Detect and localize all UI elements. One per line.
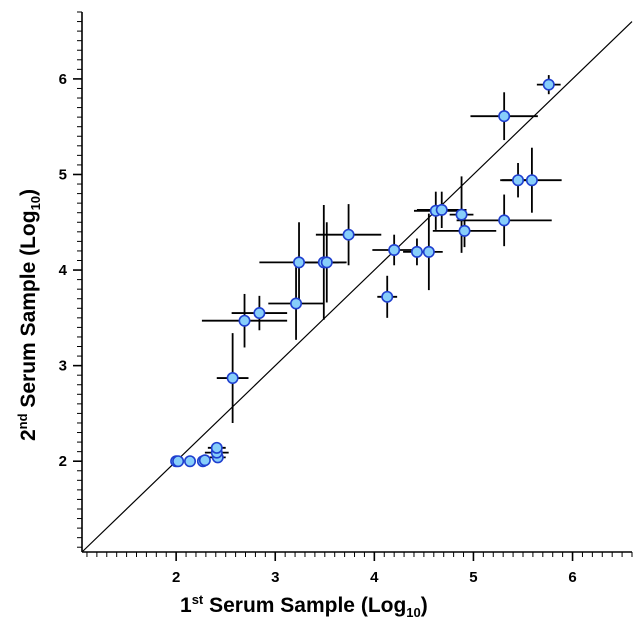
x-axis-title-close: ) xyxy=(420,594,428,617)
data-point xyxy=(290,297,303,310)
data-point xyxy=(435,203,448,216)
y-tick-label: 5 xyxy=(59,166,67,183)
data-point xyxy=(226,372,239,385)
identity-line-layer xyxy=(81,21,633,553)
y-axis-title-ordinal: 2 xyxy=(16,429,40,442)
data-point xyxy=(198,454,211,467)
data-point xyxy=(381,290,394,303)
y-tick-label: 6 xyxy=(59,71,67,88)
x-axis-title: 1st Serum Sample (Log10) xyxy=(180,592,428,620)
data-point xyxy=(498,214,511,227)
data-point xyxy=(512,174,525,187)
identity-line xyxy=(81,21,633,553)
data-point xyxy=(238,314,251,327)
y-axis-title-text: Serum Sample (Log xyxy=(16,210,40,408)
data-point xyxy=(172,455,185,468)
data-point xyxy=(320,256,333,269)
points-layer xyxy=(170,78,555,468)
x-tick-label: 4 xyxy=(370,569,379,586)
x-axis-title-ordinal-suffix: st xyxy=(191,592,204,607)
x-tick-label: 2 xyxy=(172,569,180,586)
data-point xyxy=(210,441,223,454)
data-point xyxy=(498,110,511,123)
data-point xyxy=(253,307,266,320)
errorbars-layer xyxy=(171,75,562,465)
data-point xyxy=(293,256,306,269)
x-axis-title-text: Serum Sample (Log xyxy=(209,594,407,617)
tick-labels-layer: 2 3 4 5 6 2 3 4 5 6 xyxy=(59,71,577,586)
data-point xyxy=(184,455,197,468)
data-point xyxy=(388,243,401,256)
ticks-layer xyxy=(73,11,633,561)
data-point xyxy=(525,174,538,187)
y-axis-title-ordinal-suffix: nd xyxy=(14,413,30,430)
x-tick-label: 3 xyxy=(271,569,279,586)
data-point xyxy=(342,228,355,241)
data-point xyxy=(410,245,423,258)
x-tick-label: 6 xyxy=(568,569,576,586)
y-axis-title-subscript: 10 xyxy=(28,195,44,211)
data-point xyxy=(458,224,471,237)
data-point xyxy=(542,78,555,91)
y-axis-title-close: ) xyxy=(16,188,40,196)
x-tick-label: 5 xyxy=(469,569,477,586)
y-tick-label: 2 xyxy=(59,453,67,470)
x-axis-title-subscript: 10 xyxy=(406,605,421,621)
data-point xyxy=(455,208,468,221)
data-point xyxy=(422,245,435,258)
y-tick-label: 4 xyxy=(59,262,68,279)
y-axis-title: 2nd Serum Sample (Log10) xyxy=(15,189,43,441)
x-axis-title-ordinal: 1 xyxy=(180,594,192,617)
y-tick-label: 3 xyxy=(59,358,67,375)
